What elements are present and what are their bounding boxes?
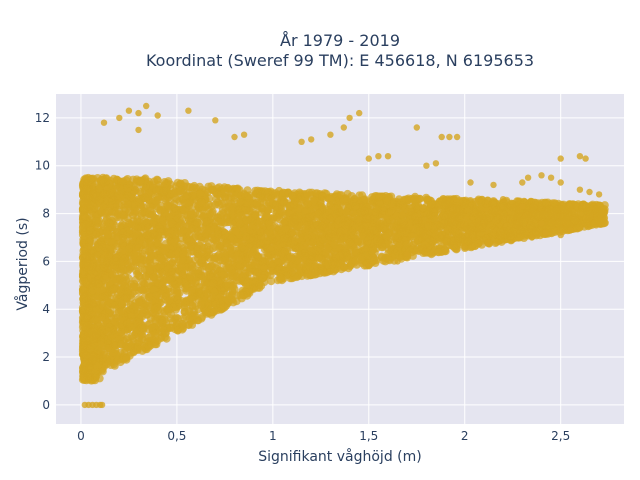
scatter-point [354,237,363,246]
scatter-point [114,205,123,214]
scatter-point [144,279,153,288]
scatter-point [197,236,206,245]
scatter-point [226,272,235,281]
scatter-point [188,301,197,310]
scatter-point [164,233,173,242]
scatter-point [334,216,343,225]
scatter-point [167,250,176,259]
scatter-point [360,202,368,211]
scatter-point [145,263,153,272]
scatter-point [205,194,214,203]
scatter-point [267,277,276,286]
scatter-point [161,275,170,284]
scatter-point [109,239,118,247]
scatter-point [95,374,104,383]
points-layer [78,102,609,409]
scatter-point [434,201,443,210]
scatter-point [475,230,484,238]
scatter-point [371,209,380,218]
scatter-point [132,246,140,255]
scatter-point [104,308,113,317]
scatter-point [222,239,231,248]
scatter-point [507,200,516,209]
scatter-point [379,256,388,265]
scatter-point [452,194,461,203]
scatter-point [146,252,155,261]
scatter-point [251,211,260,220]
scatter-point [208,209,217,217]
scatter-point [207,202,216,211]
scatter-point [395,195,404,204]
scatter-point [315,243,324,252]
scatter-point [217,218,226,227]
scatter-point [154,239,163,248]
scatter-point [234,206,243,215]
scatter-point [156,254,165,263]
